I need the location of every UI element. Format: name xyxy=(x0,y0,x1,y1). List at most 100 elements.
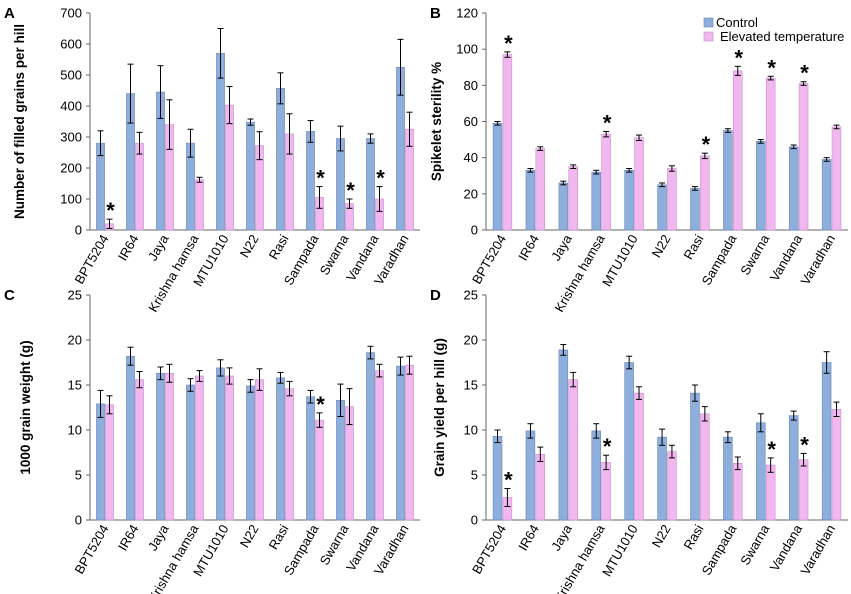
x-tick-label: Swarna xyxy=(737,521,772,567)
x-tick-label: Rasi xyxy=(681,232,707,262)
panel-label: A xyxy=(4,5,15,22)
x-tick-label: Swarna xyxy=(737,231,772,277)
significance-star: * xyxy=(504,468,513,493)
legend-label: Control xyxy=(716,15,758,30)
y-tick-label: 400 xyxy=(60,99,82,114)
bar-elevated xyxy=(195,375,204,521)
bar-elevated xyxy=(634,392,644,521)
bar-control xyxy=(756,422,766,521)
significance-star: * xyxy=(800,61,809,86)
x-tick-label: Rasi xyxy=(266,232,292,262)
significance-star: * xyxy=(316,166,325,191)
bar-control xyxy=(690,392,700,521)
x-tick-label: N22 xyxy=(649,232,674,260)
bar-elevated xyxy=(535,453,546,521)
bar-control xyxy=(186,384,195,521)
bar-elevated xyxy=(285,388,294,521)
bar-control xyxy=(756,141,766,231)
y-tick-label: 0 xyxy=(75,513,82,528)
bar-control xyxy=(492,435,503,521)
bar-elevated xyxy=(568,379,578,521)
x-tick-label: Rasi xyxy=(681,522,707,552)
bar-control xyxy=(216,52,225,231)
bar-elevated xyxy=(405,364,414,521)
bar-control xyxy=(723,130,733,231)
legend-swatch xyxy=(703,31,714,42)
x-tick-label: IR64 xyxy=(115,232,142,263)
bar-control xyxy=(657,184,667,231)
significance-star: * xyxy=(767,55,776,80)
bar-control xyxy=(690,188,700,231)
significance-star: * xyxy=(376,166,385,191)
bar-elevated xyxy=(502,54,513,231)
legend-swatch xyxy=(703,17,714,28)
bar-elevated xyxy=(568,166,578,231)
significance-star: * xyxy=(800,432,809,457)
bar-control xyxy=(396,365,405,521)
bar-control xyxy=(492,123,503,231)
bar-control xyxy=(126,355,135,521)
significance-star: * xyxy=(603,434,612,459)
bar-control xyxy=(723,436,733,521)
panel-label: B xyxy=(430,5,441,22)
bar-elevated xyxy=(195,179,204,231)
bar-elevated xyxy=(831,126,842,231)
chart-panel-c: C 1000 grain weight (g) 0 5 10 15 20 25 BPT5204 I… xyxy=(4,287,420,594)
x-tick-label: N22 xyxy=(649,522,674,550)
bar-elevated xyxy=(255,379,264,521)
bar-elevated xyxy=(733,70,743,231)
bar-elevated xyxy=(733,462,743,521)
x-tick-label: IR64 xyxy=(515,522,542,553)
x-tick-label: Jaya xyxy=(145,521,172,553)
bar-control xyxy=(821,362,832,521)
significance-star: * xyxy=(603,110,612,135)
x-tick-label: IR64 xyxy=(515,232,542,263)
y-axis-title: Number of filled grains per hill xyxy=(12,24,27,219)
significance-star: * xyxy=(767,437,776,462)
panel-label: C xyxy=(4,287,15,304)
legend-label: Elevated temperature xyxy=(720,29,844,44)
bar-control xyxy=(558,182,569,231)
x-tick-label: Rasi xyxy=(266,522,292,552)
y-axis-title: Spikelet sterility % xyxy=(429,62,444,181)
bar-control xyxy=(276,88,285,231)
bar-control xyxy=(96,142,105,231)
bar-control xyxy=(246,121,255,231)
bar-control xyxy=(366,352,375,521)
x-tick-label: N22 xyxy=(237,522,262,550)
bar-control xyxy=(788,415,799,521)
x-tick-label: BPT5204 xyxy=(469,232,509,286)
bar-control xyxy=(657,436,667,521)
bar-elevated xyxy=(135,142,144,231)
bar-control xyxy=(246,385,255,521)
bar-control xyxy=(821,159,832,231)
bar-elevated xyxy=(315,419,324,521)
y-tick-label: 0 xyxy=(471,513,478,528)
significance-star: * xyxy=(504,31,513,56)
bar-control xyxy=(366,138,375,231)
chart-panel-b: B Spikelet sterility % 0 20 40 60 80 100 120 * BPT… xyxy=(429,5,848,315)
bar-elevated xyxy=(700,413,710,521)
bar-elevated xyxy=(601,133,611,231)
x-tick-label: BPT5204 xyxy=(469,522,509,576)
y-tick-label: 10 xyxy=(464,423,478,438)
significance-star: * xyxy=(702,132,711,157)
bar-elevated xyxy=(225,375,234,521)
y-tick-label: 5 xyxy=(471,468,478,483)
chart-panel-a: A Number of filled grains per hill 0 100 200… xyxy=(4,5,420,315)
x-tick-label: Jaya xyxy=(548,231,575,263)
bar-control xyxy=(306,396,315,521)
bar-elevated xyxy=(831,408,842,521)
bar-elevated xyxy=(135,379,144,521)
y-tick-label: 600 xyxy=(60,37,82,52)
y-tick-label: 80 xyxy=(464,78,478,93)
bar-elevated xyxy=(667,451,677,521)
chart-panel-d: D Grain yield per hill (g) 0 5 10 15 20 25 * BPT5… xyxy=(430,287,848,594)
significance-star: * xyxy=(346,178,355,203)
y-tick-label: 120 xyxy=(456,6,478,21)
y-axis-title: Grain yield per hill (g) xyxy=(432,338,447,477)
y-tick-label: 20 xyxy=(68,333,82,348)
y-tick-label: 700 xyxy=(60,6,82,21)
x-tick-label: BPT5204 xyxy=(72,522,112,576)
